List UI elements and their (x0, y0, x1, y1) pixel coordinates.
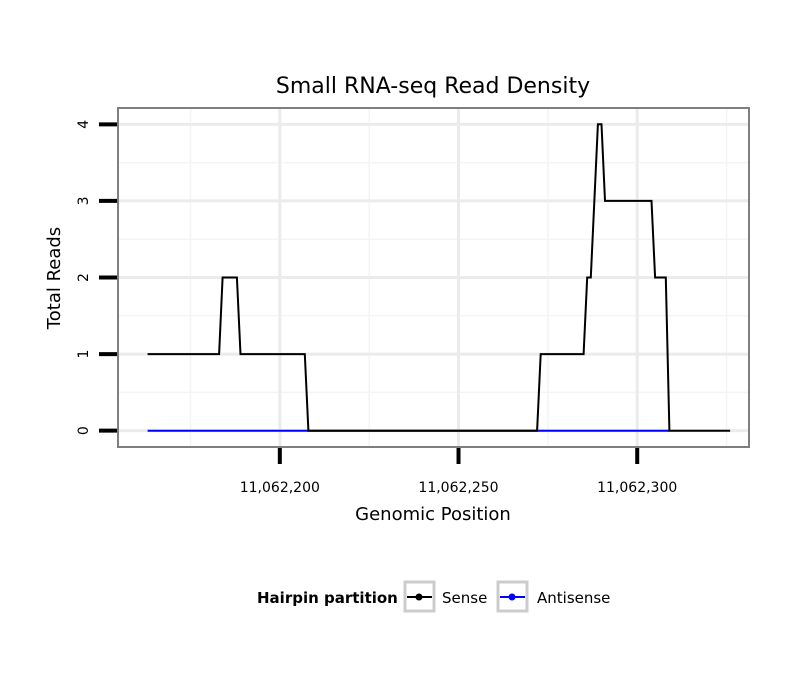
legend-point-antisense (508, 593, 516, 601)
y-tick-label: 3 (76, 196, 92, 205)
x-tick-label: 11,062,200 (240, 480, 320, 496)
y-axis: 0 1 2 3 4 (76, 120, 117, 435)
legend-label-sense: Sense (442, 589, 487, 607)
x-tick-label: 11,062,250 (418, 480, 498, 496)
y-tick-label: 4 (76, 120, 92, 129)
x-tick-label: 11,062,300 (597, 480, 677, 496)
legend: Hairpin partition Sense Antisense (257, 580, 610, 613)
legend-label-antisense: Antisense (537, 589, 610, 607)
chart-title: Small RNA-seq Read Density (276, 74, 590, 99)
x-axis: 11,062,200 11,062,250 11,062,300 (240, 448, 677, 496)
y-tick-label: 1 (76, 350, 92, 359)
legend-item-antisense: Antisense (496, 580, 610, 613)
legend-item-sense: Sense (403, 580, 487, 613)
legend-title: Hairpin partition (257, 589, 398, 607)
grid-lines (119, 109, 748, 446)
legend-point-sense (415, 593, 423, 601)
plot-panel-border (117, 107, 750, 448)
series-line-sense (147, 123, 731, 432)
x-axis-label: Genomic Position (355, 504, 511, 525)
y-tick-label: 0 (76, 426, 92, 435)
y-tick-label: 2 (76, 273, 92, 282)
y-axis-label: Total Reads (44, 227, 65, 330)
series-layer (147, 123, 731, 432)
